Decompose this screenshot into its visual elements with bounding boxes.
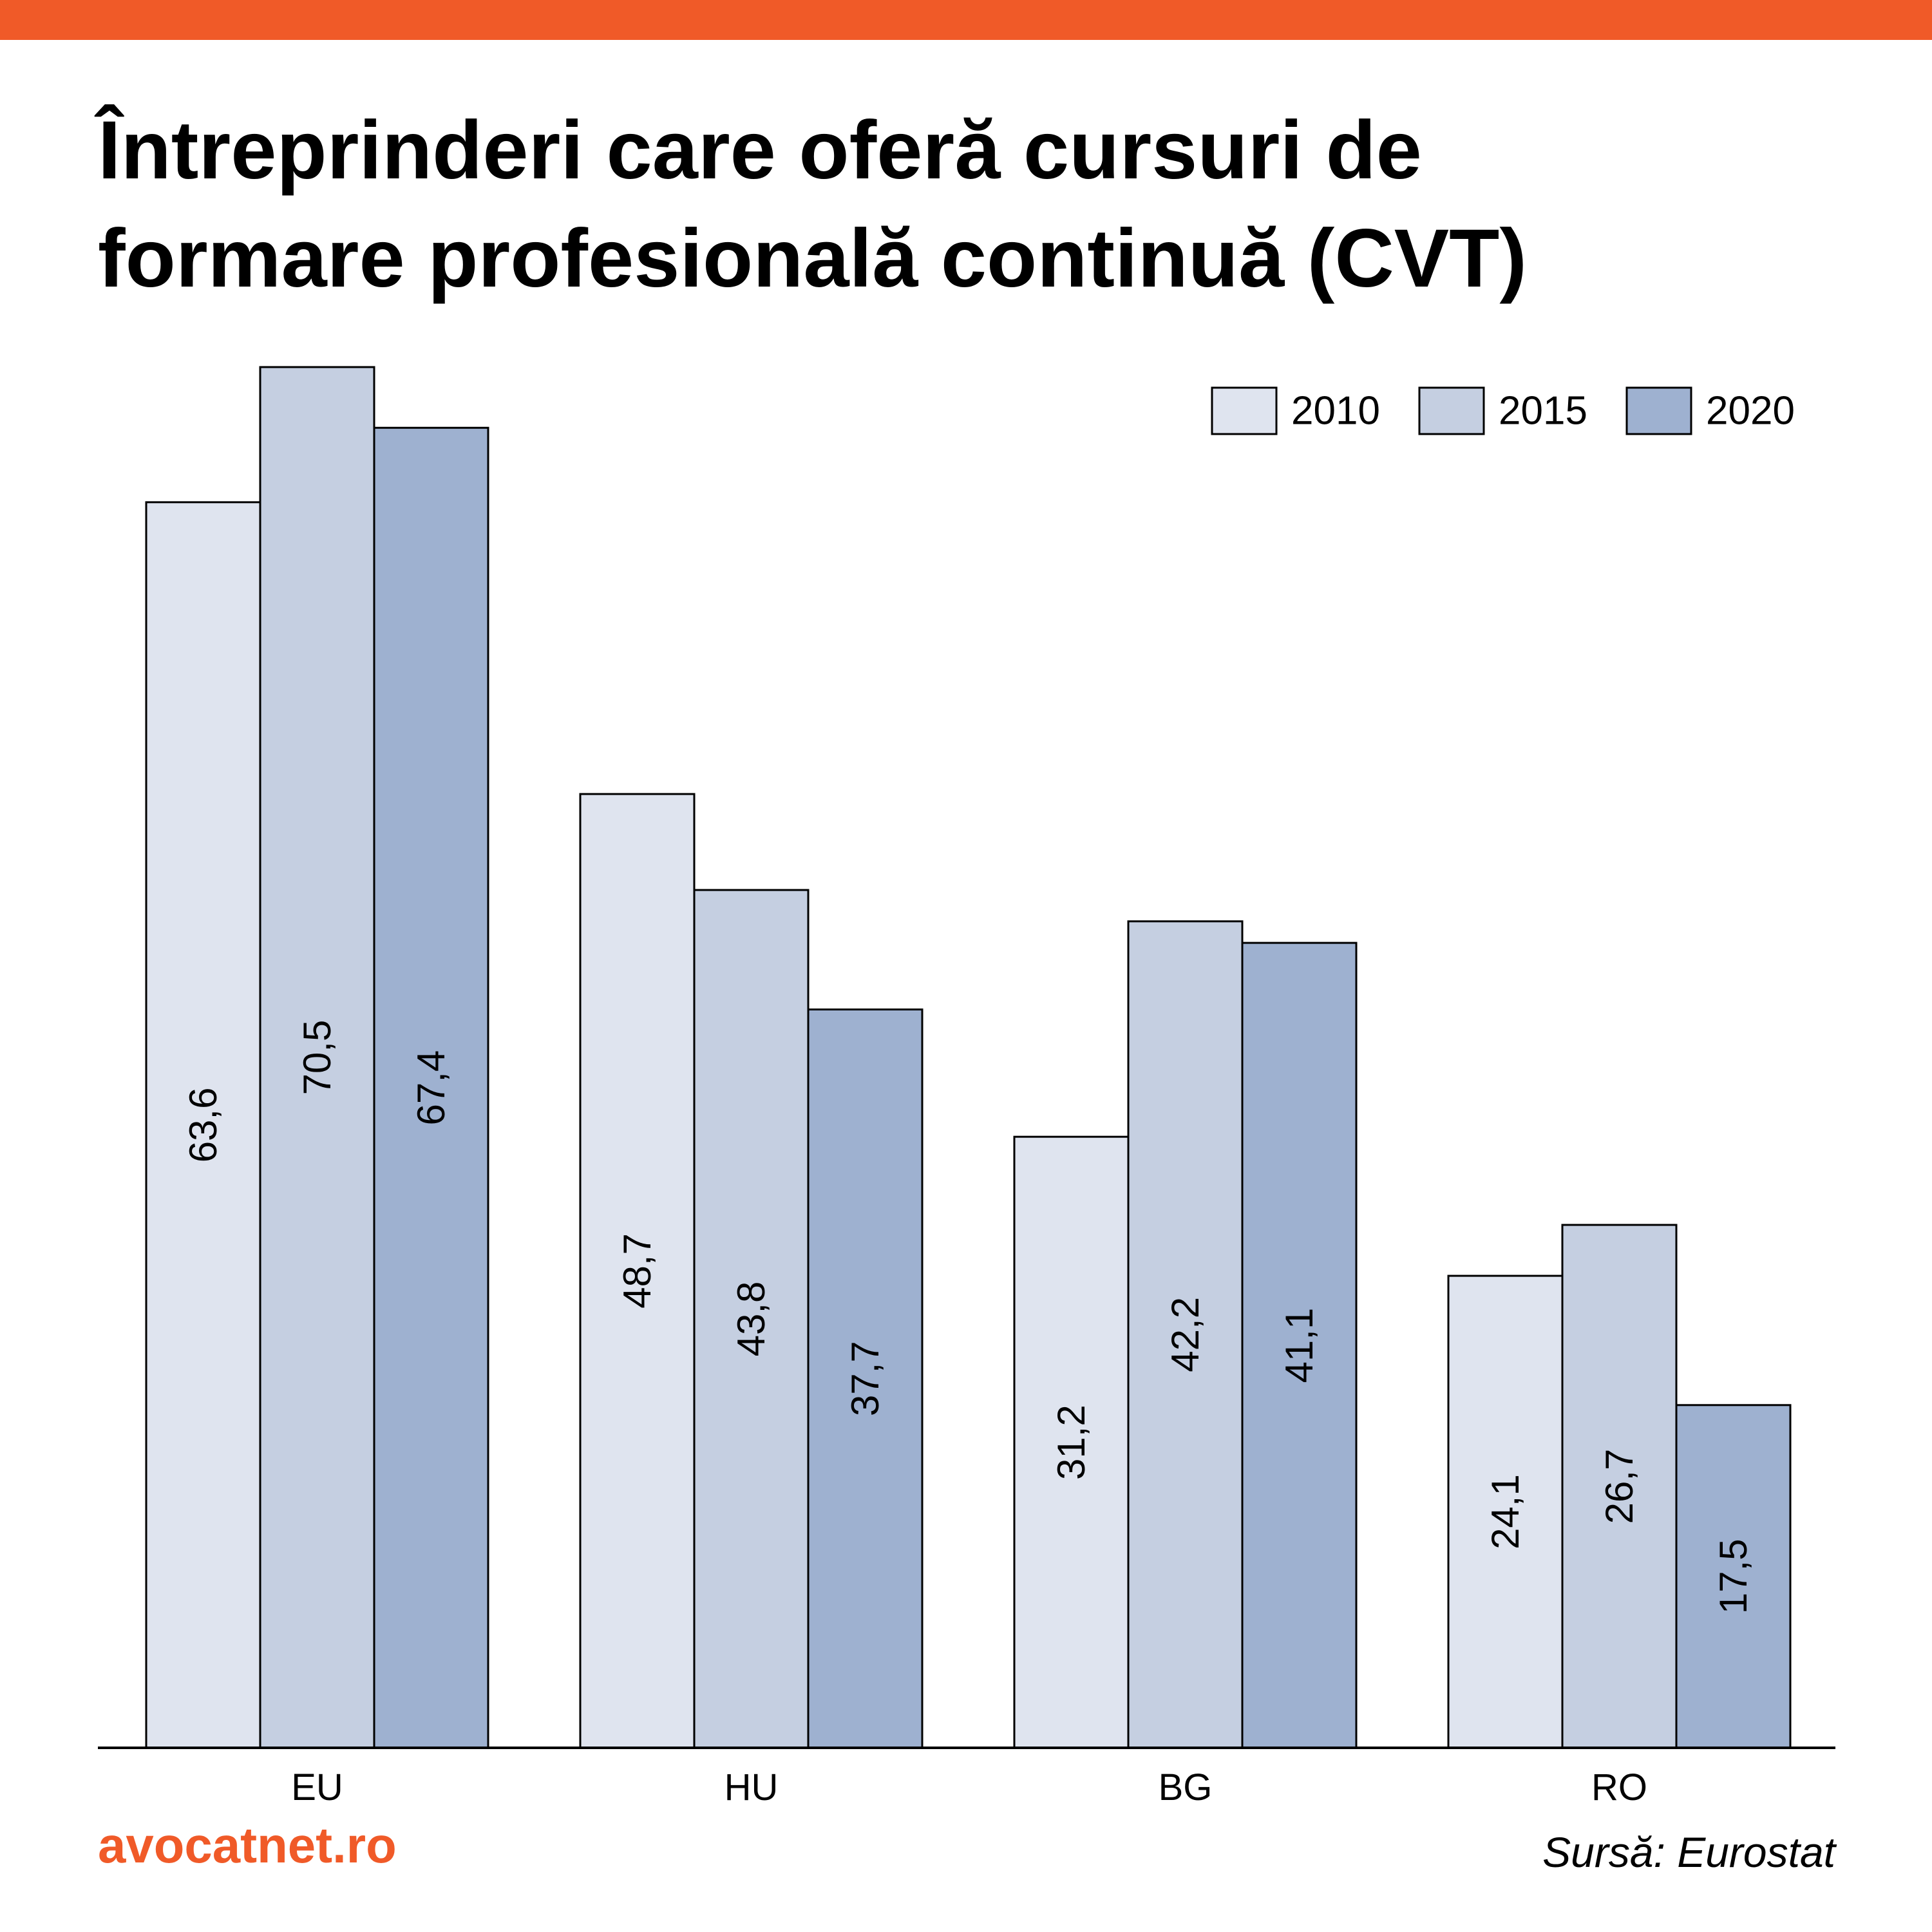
bar-bg-2015 [1127,920,1244,1749]
title-line-1: Întreprinderi care oferă cursuri de [98,104,1422,196]
x-tick-label-bg: BG [1159,1766,1213,1808]
x-tick-label-hu: HU [724,1766,779,1808]
value-label-hu-2020: 37,7 [844,1341,887,1416]
value-label-eu-2010: 63,6 [182,1088,225,1163]
value-labels-group: 63,6 70,5 67,4 48,7 43,8 37,7 31,2 42,2 41,1 24,1… [182,1020,1755,1615]
value-label-eu-2020: 67,4 [410,1050,453,1126]
legend: 2010 2015 2020 [1211,386,1795,435]
x-tick-label-eu: EU [291,1766,343,1808]
value-label-ro-2010: 24,1 [1484,1474,1527,1549]
bar-ro-2015 [1561,1224,1678,1749]
chart-title: Întreprinderi care oferă cursuri de form… [98,97,1901,313]
value-label-bg-2015: 42,2 [1164,1297,1207,1372]
bars-group [145,366,1792,1749]
legend-label-2015: 2015 [1499,389,1587,433]
brand-logo-text: avocatnet.ro [98,1817,397,1873]
value-label-hu-2015: 43,8 [730,1282,773,1357]
value-label-bg-2020: 41,1 [1278,1308,1321,1383]
value-label-hu-2010: 48,7 [616,1233,659,1309]
x-tick-label-ro: RO [1591,1766,1647,1808]
value-label-bg-2010: 31,2 [1050,1405,1093,1480]
legend-label-2020: 2020 [1706,389,1795,433]
value-label-ro-2020: 17,5 [1712,1539,1755,1615]
bar-ro-2010 [1447,1274,1564,1749]
bar-bg-2020 [1241,942,1358,1749]
bar-ro-2020 [1675,1404,1792,1749]
top-accent-bar [0,0,1932,40]
source-note: Sursă: Eurostat [1542,1828,1835,1876]
value-label-eu-2015: 70,5 [296,1020,339,1095]
bar-hu-2020 [807,1008,923,1749]
legend-swatch-2020 [1625,386,1692,435]
value-label-ro-2015: 26,7 [1598,1449,1641,1524]
legend-swatch-2015 [1418,386,1485,435]
legend-swatch-2010 [1211,386,1278,435]
legend-label-2010: 2010 [1291,389,1380,433]
bar-bg-2010 [1013,1135,1130,1749]
title-line-2: formare profesională continuă (CVT) [98,213,1527,305]
